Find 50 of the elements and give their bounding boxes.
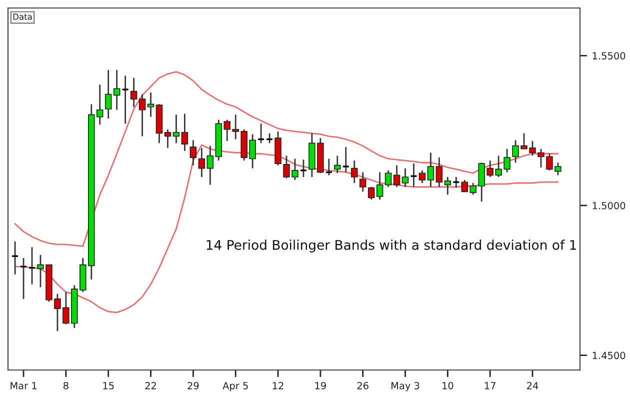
x-tick-label: 12 (272, 382, 284, 390)
candlestick (181, 113, 188, 152)
y-tick-label: 1.4500 (592, 352, 626, 360)
candlestick (266, 132, 274, 144)
candlestick (300, 158, 308, 178)
candlestick (113, 69, 120, 111)
candlestick (130, 77, 138, 108)
candlestick (452, 176, 460, 188)
candlestick (376, 172, 384, 200)
candlestick (359, 172, 366, 192)
x-tick-label: Mar 1 (10, 382, 36, 390)
x-tick-label: 15 (103, 382, 114, 390)
candlestick (257, 122, 265, 144)
candlestick (334, 155, 341, 174)
candlestick (147, 92, 154, 118)
candlestick (190, 139, 197, 166)
annotation: 14 Period Boilinger Bands with a standard deviation of 1 (206, 240, 576, 252)
candlestick (418, 170, 426, 184)
candlestick (20, 257, 28, 300)
candlestick (122, 75, 130, 124)
candlestick (138, 94, 146, 137)
x-tick-label: 8 (64, 382, 68, 390)
x-tick-label: 24 (527, 382, 538, 390)
candlestick (350, 160, 358, 184)
annotation: Data (13, 14, 32, 20)
candlestick (444, 176, 452, 196)
candlestick (28, 246, 36, 285)
candlestick (11, 240, 19, 276)
candlestick (198, 147, 206, 178)
x-tick-label: 10 (442, 382, 454, 390)
candlestick (325, 158, 333, 176)
y-tick-label: 1.5500 (592, 52, 626, 60)
candlestick (104, 69, 112, 120)
candlestick (427, 152, 434, 188)
x-tick-label: 22 (145, 382, 156, 390)
x-tick-label: 29 (188, 382, 199, 390)
candlestick (342, 146, 350, 173)
y-tick-label: 1.5000 (592, 202, 626, 210)
candlestick (436, 156, 443, 188)
candlestick (164, 128, 172, 149)
candlestick (384, 170, 392, 188)
x-tick-label: 26 (357, 382, 368, 390)
x-tick-label: Apr 5 (222, 382, 248, 392)
x-tick-label: 19 (315, 382, 326, 390)
x-tick-label: 17 (484, 382, 496, 390)
candlestick (368, 186, 375, 200)
x-tick-label: May 3 (392, 382, 420, 392)
candlestick (402, 168, 409, 188)
candlestick (393, 164, 400, 188)
candlestick (172, 114, 180, 144)
